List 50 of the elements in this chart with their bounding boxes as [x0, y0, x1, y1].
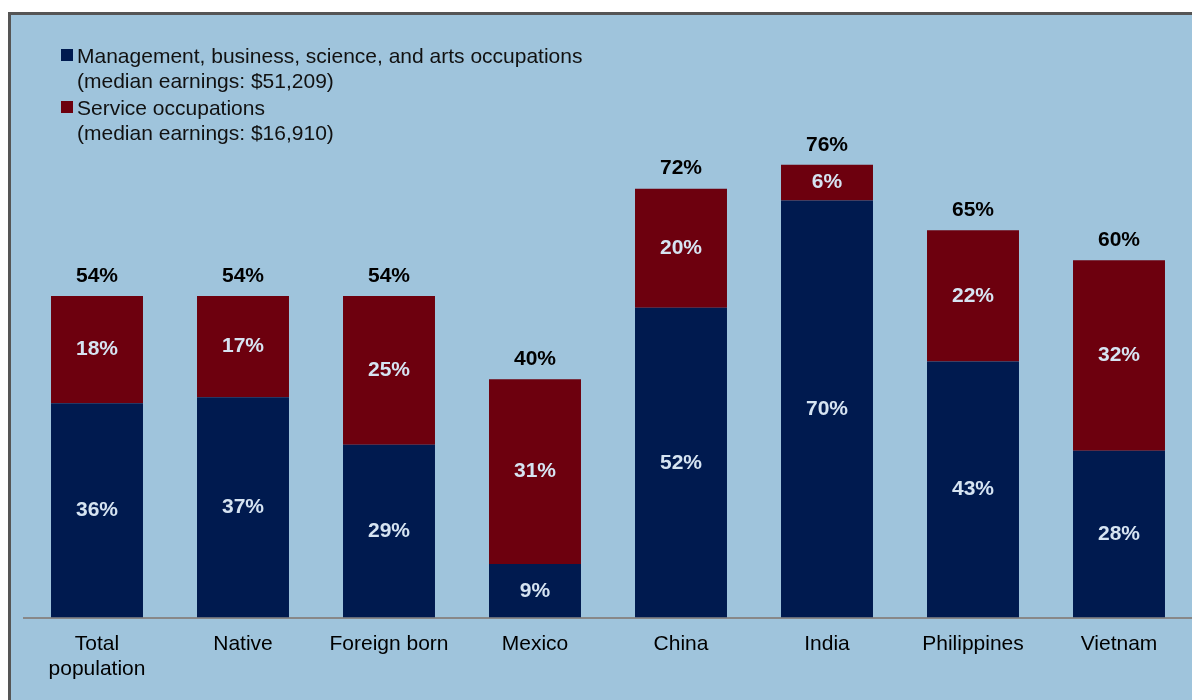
bar — [51, 295, 143, 404]
data-label: 18% — [75, 336, 119, 360]
bar — [635, 188, 727, 308]
total-label: 60% — [1097, 226, 1141, 250]
bar — [1073, 260, 1165, 451]
bar — [197, 295, 289, 398]
bar — [489, 379, 581, 564]
bar — [51, 403, 143, 618]
bar — [635, 307, 727, 618]
data-label: 37% — [221, 494, 265, 518]
bar — [927, 230, 1019, 362]
data-label: 43% — [951, 476, 995, 500]
data-label: 17% — [221, 333, 265, 357]
data-label: 22% — [951, 282, 995, 306]
total-label: 72% — [659, 155, 703, 179]
data-label: 25% — [367, 357, 411, 381]
x-tick-label: Vietnam — [1080, 631, 1158, 654]
x-tick-label: Philippines — [922, 631, 1024, 654]
data-label: 31% — [513, 458, 557, 482]
data-label: 70% — [805, 395, 849, 419]
bar — [489, 563, 581, 618]
bar — [343, 444, 435, 618]
total-label: 40% — [513, 346, 557, 370]
data-label: 28% — [1097, 520, 1141, 544]
x-tick-label: India — [804, 631, 851, 654]
bar — [781, 164, 873, 201]
legend-label: Management, business, science, and arts occupations (median earnings: $51,209) — [77, 43, 583, 93]
total-label: 54% — [367, 262, 411, 286]
legend-label: Service occupations (median earnings: $16,910) — [77, 95, 334, 145]
data-label: 36% — [75, 497, 119, 521]
data-label: 32% — [1097, 342, 1141, 366]
total-label: 54% — [221, 262, 265, 286]
x-tick-label: Total population — [48, 631, 146, 680]
total-label: 54% — [75, 262, 119, 286]
x-tick-label: China — [653, 631, 709, 654]
total-label: 65% — [951, 197, 995, 221]
x-tick-label: Native — [213, 631, 273, 654]
data-label: 29% — [367, 518, 411, 542]
bar — [927, 361, 1019, 618]
bar — [781, 200, 873, 618]
data-label: 9% — [519, 577, 551, 601]
total-label: 76% — [805, 131, 849, 155]
bar — [197, 397, 289, 618]
data-label: 6% — [811, 169, 843, 193]
x-tick-label: Mexico — [501, 631, 569, 654]
bar — [343, 295, 435, 445]
x-tick-label: Foreign born — [329, 631, 449, 654]
data-label: 52% — [659, 449, 703, 473]
data-label: 20% — [659, 235, 703, 259]
bar — [1073, 450, 1165, 618]
